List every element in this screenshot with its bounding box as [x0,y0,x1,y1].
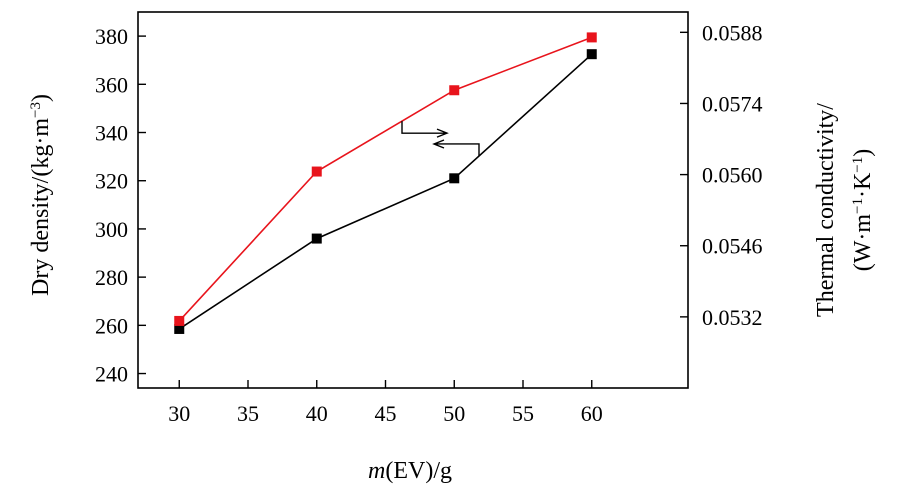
y-right-title-c: ) [850,149,876,157]
y-left-title-main: Dry density/(kg·m [28,118,54,296]
series-0-point-3 [586,49,597,60]
series-0-point-0 [174,323,185,334]
y-right-title-a: (W·m [850,214,876,272]
y-right-tick-label-0: 0.0532 [702,305,763,330]
y-right-axis-title-line1: Thermal conductivity/ [813,103,839,317]
y-left-title-close: ) [28,94,54,102]
axis-indicator-arrow-1 [432,139,480,156]
x-tick-label-1: 35 [237,401,259,426]
series-0-point-1 [311,233,322,244]
y-left-tick-label-2: 280 [95,265,128,290]
x-tick-label-4: 50 [443,401,465,426]
y-left-tick-label-6: 360 [95,72,128,97]
y-right-tick-label-3: 0.0574 [702,91,763,116]
plot-layer [137,11,689,389]
y-right-title-sup2: −1 [850,157,866,173]
y-right-axis-title-line2: (W·m−1·K−1) [850,149,876,272]
x-axis-title-rest: (EV)/g [385,458,452,484]
series-1-point-0 [174,315,185,326]
y-left-tick-label-5: 340 [95,121,128,146]
y-left-tick-label-3: 300 [95,217,128,242]
series-layer [174,32,597,334]
x-tick-label-3: 45 [375,401,397,426]
y-right-tick-label-2: 0.0560 [702,163,763,188]
y-left-tick-label-0: 240 [95,362,128,387]
y-left-axis-title: Dry density/(kg·m−3) [28,94,54,296]
y-left-tick-label-1: 260 [95,313,128,338]
plot-frame [137,11,689,389]
series-0-point-2 [449,173,460,184]
y-left-title-sup: −3 [28,102,44,118]
x-axis-title-italic: m [368,458,385,484]
y-right-title-b: ·K [850,172,876,198]
series-0-line [178,53,593,330]
y-right-tick-label-1: 0.0546 [702,234,763,259]
y-right-tick-label-4: 0.0588 [702,20,763,45]
series-1-point-1 [311,166,322,177]
series-1-point-3 [586,32,597,43]
axis-indicator-arrow-0 [401,121,449,138]
axis-layer: 30 35 40 45 50 55 60 240 260 280 300 320 340 360 380 0.… [95,20,763,426]
series-1-line [178,36,593,322]
y-right-title-sup1: −1 [850,198,866,214]
series-1-point-2 [449,85,460,96]
x-tick-label-0: 30 [168,401,190,426]
y-left-tick-label-7: 380 [95,24,128,49]
y-left-tick-label-4: 320 [95,169,128,194]
x-axis-title: m(EV)/g [368,458,452,484]
x-tick-label-5: 55 [512,401,534,426]
x-tick-label-6: 60 [581,401,603,426]
x-tick-label-2: 40 [306,401,328,426]
